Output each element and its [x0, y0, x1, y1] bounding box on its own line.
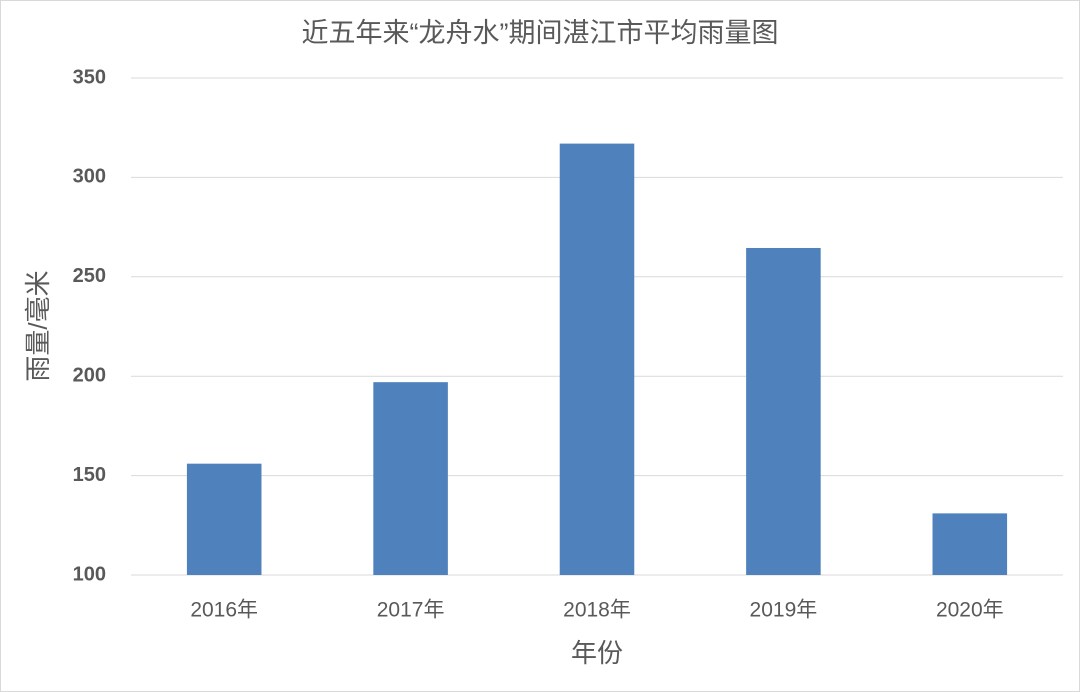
x-tick-label: 2017年	[377, 599, 445, 622]
y-tick-label: 250	[73, 265, 106, 287]
x-axis-title: 年份	[571, 638, 623, 668]
x-tick-label: 2019年	[750, 599, 818, 622]
bar	[746, 247, 821, 575]
bar	[559, 143, 635, 575]
y-tick-label: 100	[73, 563, 106, 585]
bar	[186, 463, 262, 575]
y-axis-title: 雨量/毫米	[23, 270, 53, 381]
y-tick-label: 300	[73, 166, 106, 188]
bar	[932, 513, 1008, 575]
x-tick-label: 2020年	[936, 599, 1004, 622]
y-tick-label: 350	[73, 66, 106, 88]
bar	[373, 382, 448, 575]
y-tick-label: 200	[73, 364, 106, 386]
y-tick-label: 150	[73, 464, 106, 486]
x-tick-label: 2016年	[190, 599, 258, 622]
x-tick-label: 2018年	[563, 599, 631, 622]
chart-title: 近五年来“龙舟水”期间湛江市平均雨量图	[302, 18, 779, 48]
